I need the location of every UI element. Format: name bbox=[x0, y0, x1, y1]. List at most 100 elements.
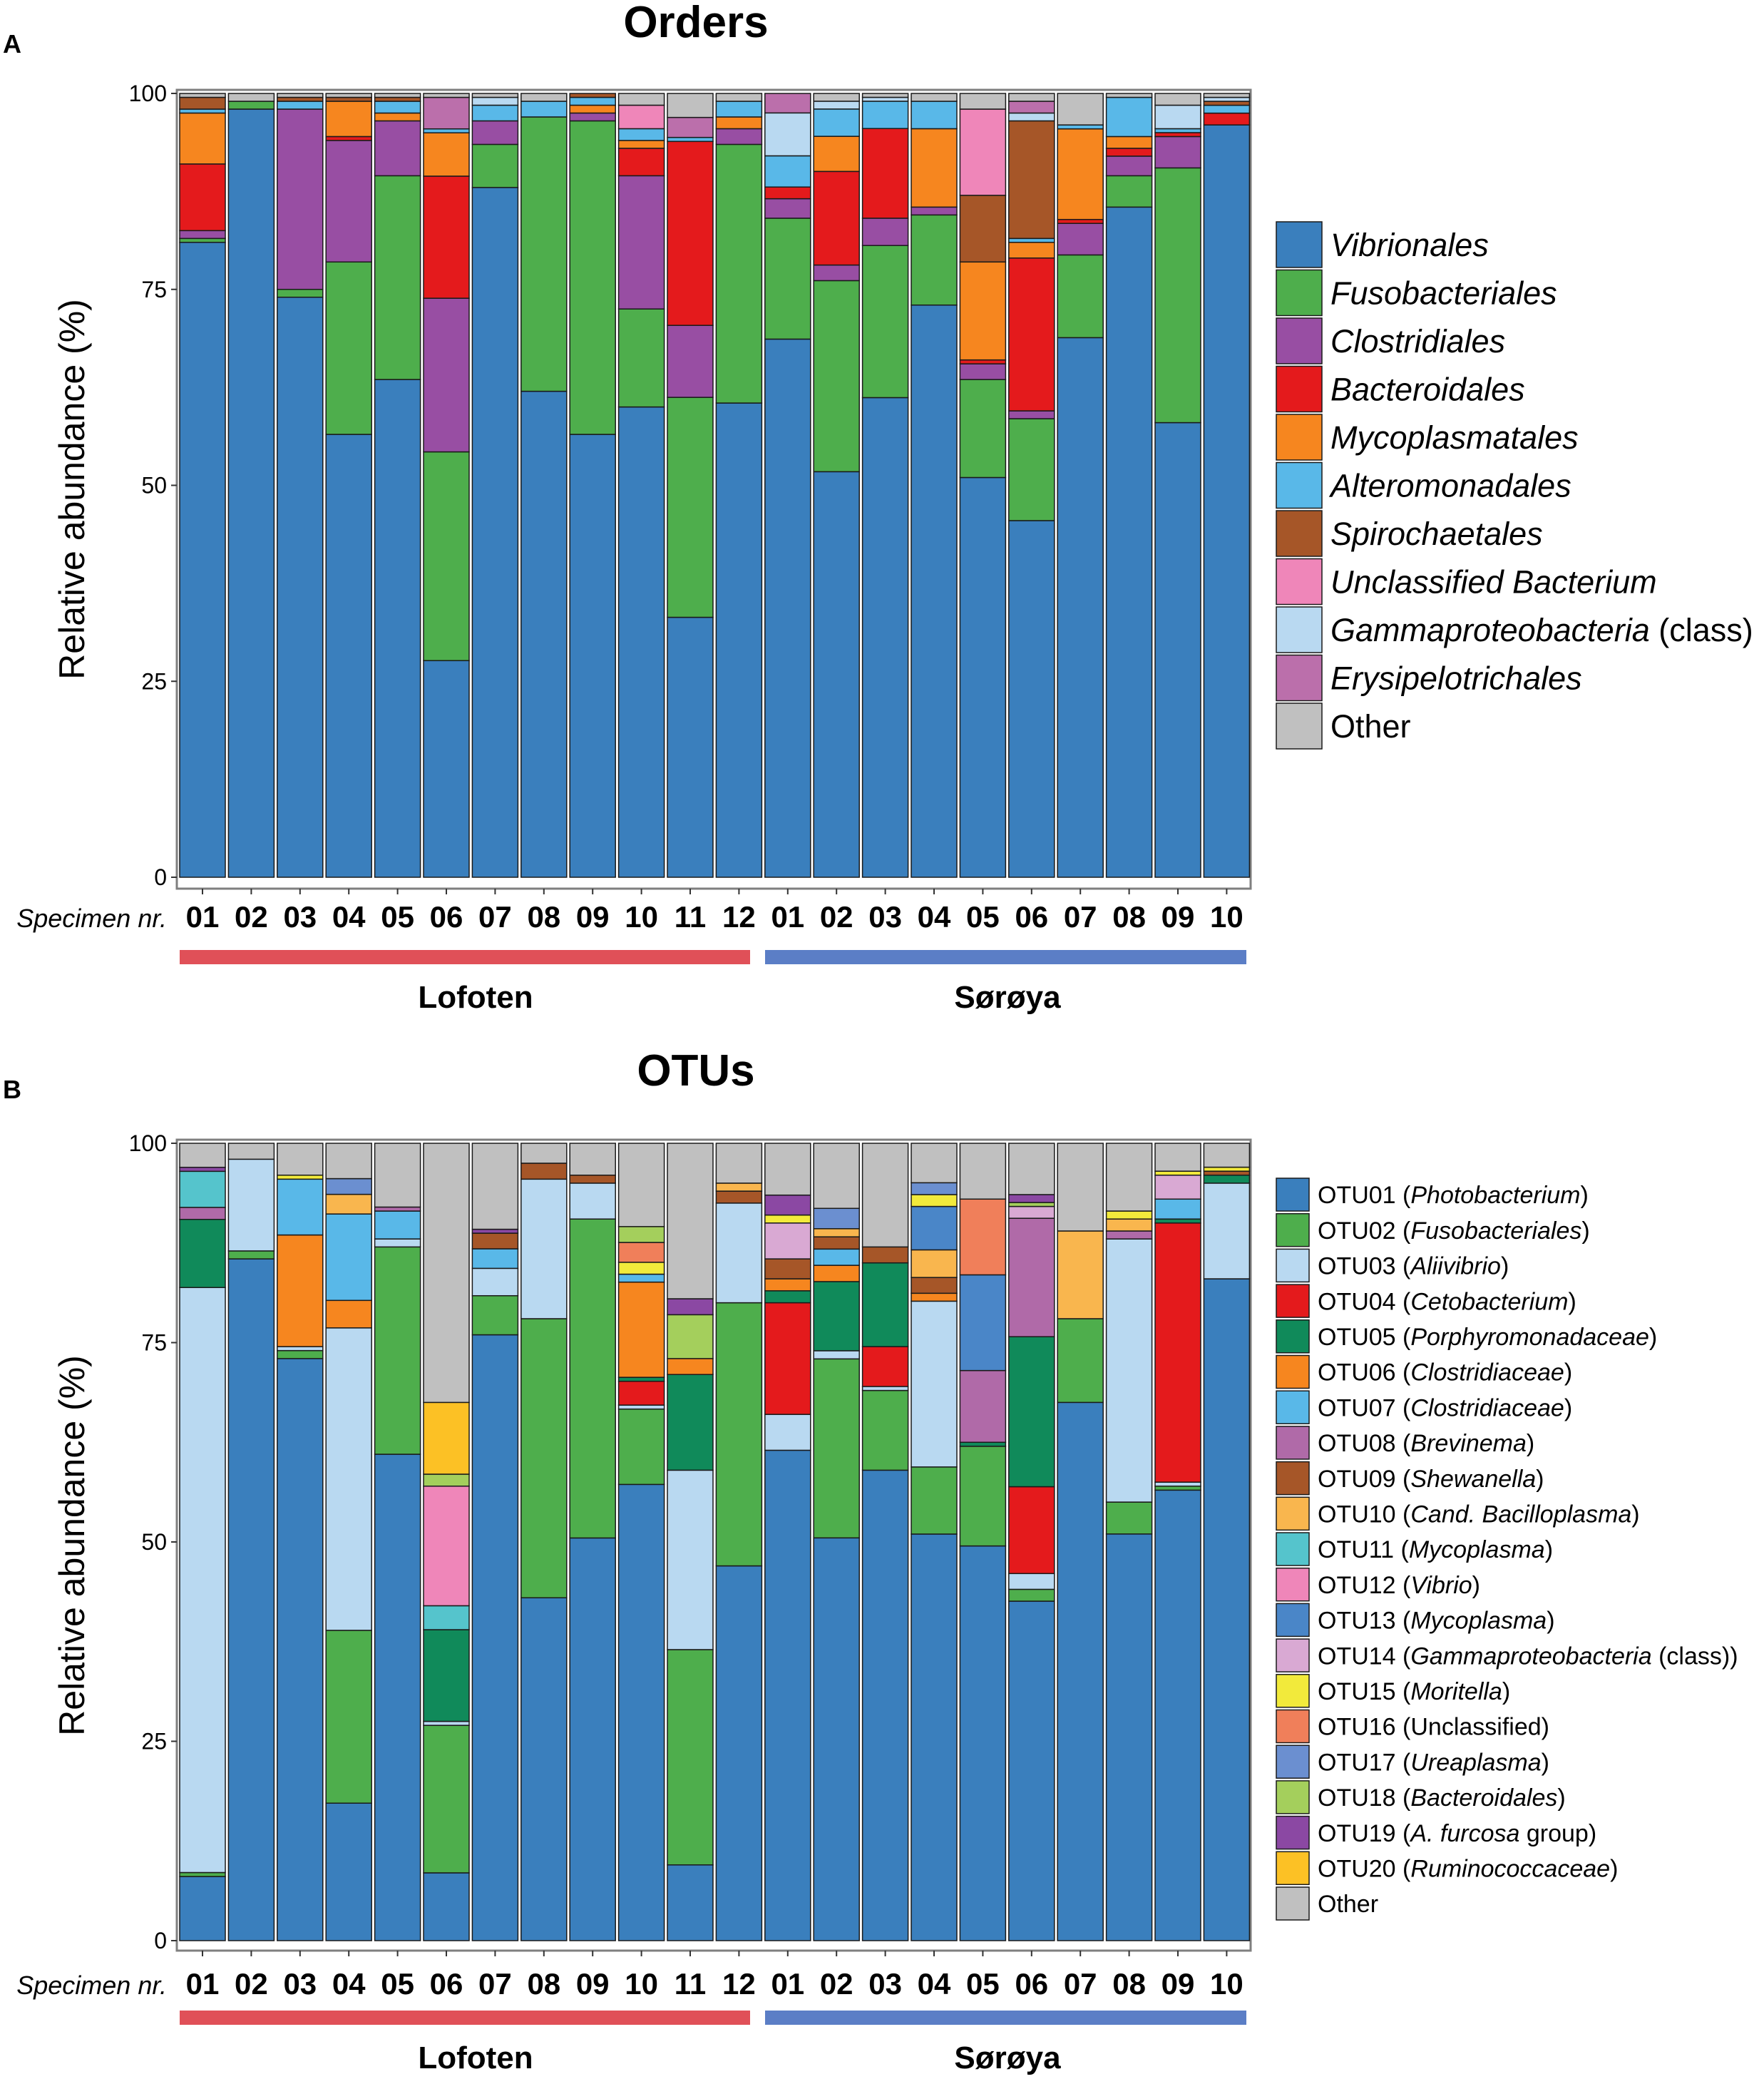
otus-x-tick-label: 08 bbox=[1112, 1967, 1146, 2001]
otus-legend-swatch bbox=[1276, 1354, 1310, 1389]
otus-bar-segment bbox=[764, 1414, 811, 1451]
orders-bar-segment bbox=[959, 108, 1007, 196]
orders-bar-segment bbox=[374, 175, 421, 380]
otus-x-tick-label: 01 bbox=[186, 1967, 220, 2001]
otus-bar-segment bbox=[1008, 1486, 1055, 1575]
otus-x-tick-label: 03 bbox=[868, 1967, 902, 2001]
orders-bar-segment bbox=[667, 616, 714, 878]
orders-bar-segment bbox=[1057, 93, 1104, 126]
otus-bar-segment bbox=[423, 1401, 470, 1475]
orders-bar-segment bbox=[277, 101, 324, 110]
otus-y-tick-label: 25 bbox=[141, 1729, 167, 1754]
otus-bar-segment bbox=[471, 1248, 519, 1270]
otus-bar-segment bbox=[1008, 1202, 1055, 1207]
otus-bar-segment bbox=[227, 1250, 275, 1260]
otus-bar-segment bbox=[521, 1318, 568, 1599]
otus-legend-label: OTU14 (Gammaproteobacteria (class)) bbox=[1318, 1643, 1738, 1670]
orders-bar-segment bbox=[813, 93, 860, 102]
otus-bar-segment bbox=[959, 1441, 1007, 1447]
otus-bar-segment bbox=[861, 1246, 909, 1264]
orders-bar-segment bbox=[1057, 223, 1104, 256]
otus-bar-segment bbox=[277, 1358, 324, 1941]
otus-bar-segment bbox=[179, 1876, 226, 1941]
otus-legend-swatch bbox=[1276, 1532, 1310, 1566]
otus-bar-segment bbox=[374, 1143, 421, 1208]
orders-bar-segment bbox=[227, 101, 275, 110]
orders-specimen-label: Specimen nr. bbox=[16, 904, 167, 933]
otus-legend-swatch bbox=[1276, 1212, 1310, 1247]
otus-bar-segment bbox=[1105, 1210, 1153, 1220]
orders-bar-segment bbox=[423, 175, 470, 299]
orders-bar-segment bbox=[471, 120, 519, 145]
otus-bar-segment bbox=[227, 1158, 275, 1252]
orders-bar-segment bbox=[715, 101, 763, 118]
orders-bar-segment bbox=[569, 120, 616, 435]
orders-bar-segment bbox=[471, 96, 519, 106]
orders-bar-segment bbox=[715, 143, 763, 404]
orders-bar-segment bbox=[423, 660, 470, 878]
otus-bar-segment bbox=[617, 1226, 665, 1243]
otus-bar-segment bbox=[764, 1290, 811, 1304]
orders-bar-segment bbox=[1105, 148, 1153, 157]
otus-x-tick-label: 02 bbox=[820, 1967, 853, 2001]
orders-y-tick-label: 0 bbox=[154, 864, 167, 890]
otus-legend-label: OTU18 (Bacteroidales) bbox=[1318, 1784, 1566, 1812]
otus-bar-segment bbox=[521, 1143, 568, 1164]
otus-bar-segment bbox=[1154, 1485, 1201, 1491]
otus-bar-segment bbox=[715, 1143, 763, 1184]
otus-bar-segment bbox=[764, 1302, 811, 1415]
orders-bar-segment bbox=[277, 296, 324, 878]
otus-bar-segment bbox=[521, 1597, 568, 1941]
orders-bar-segment bbox=[277, 289, 324, 298]
orders-legend-swatch bbox=[1276, 510, 1323, 557]
otus-bar-segment bbox=[764, 1194, 811, 1216]
otus-bar-segment bbox=[959, 1198, 1007, 1276]
orders-bar-segment bbox=[959, 261, 1007, 361]
otus-bar-segment bbox=[715, 1565, 763, 1941]
otus-bar-segment bbox=[911, 1249, 958, 1278]
otus-legend-swatch bbox=[1276, 1603, 1310, 1638]
otus-legend-swatch bbox=[1276, 1319, 1310, 1354]
orders-bar-segment bbox=[617, 308, 665, 408]
otus-bar-segment bbox=[179, 1166, 226, 1173]
orders-bar-segment bbox=[1154, 167, 1201, 424]
orders-bar-segment bbox=[374, 96, 421, 102]
otus-bar-segment bbox=[617, 1483, 665, 1941]
otus-bar-segment bbox=[325, 1802, 372, 1941]
otus-bar-segment bbox=[569, 1143, 616, 1176]
orders-x-tick-label: 02 bbox=[235, 900, 268, 934]
orders-soroya-label: Sørøya bbox=[954, 980, 1061, 1015]
orders-bar-segment bbox=[227, 108, 275, 878]
otus-bar-segment bbox=[1154, 1489, 1201, 1941]
orders-legend-label: Erysipelotrichales bbox=[1330, 660, 1582, 697]
orders-bar-segment bbox=[667, 93, 714, 118]
otus-bar-segment bbox=[667, 1374, 714, 1471]
orders-legend-swatch bbox=[1276, 703, 1323, 750]
orders-bar-segment bbox=[667, 141, 714, 326]
orders-bar-segment bbox=[1057, 124, 1104, 130]
orders-bar-segment bbox=[374, 379, 421, 878]
otus-legend-label: OTU07 (Clostridiaceae) bbox=[1318, 1394, 1572, 1421]
orders-bar-segment bbox=[667, 136, 714, 143]
otus-bar-segment bbox=[861, 1469, 909, 1941]
otus-bar-segment bbox=[1105, 1230, 1153, 1240]
orders-y-tick-label: 50 bbox=[141, 473, 167, 499]
otus-bar-segment bbox=[569, 1182, 616, 1220]
otus-legend-swatch bbox=[1276, 1390, 1310, 1424]
otus-legend-swatch bbox=[1276, 1709, 1310, 1744]
otus-bar-segment bbox=[667, 1649, 714, 1866]
otus-bar-segment bbox=[569, 1218, 616, 1539]
otus-legend-swatch bbox=[1276, 1496, 1310, 1531]
otus-bar-segment bbox=[764, 1278, 811, 1292]
otus-legend-swatch bbox=[1276, 1638, 1310, 1672]
orders-legend-label: Gammaproteobacteria (class) bbox=[1330, 612, 1753, 648]
orders-bar-segment bbox=[1008, 120, 1055, 240]
otus-bar-segment bbox=[667, 1314, 714, 1359]
otus-bar-segment bbox=[667, 1358, 714, 1375]
otus-bar-segment bbox=[325, 1630, 372, 1804]
otus-x-tick-label: 06 bbox=[430, 1967, 463, 2001]
orders-bar-segment bbox=[667, 116, 714, 138]
orders-bar-segment bbox=[911, 93, 958, 102]
orders-chart: 0 25 50 75 100 01 02 03 04 05 06 07 08 09 10 11 12 01 02 03… bbox=[129, 81, 1251, 934]
orders-bar-segment bbox=[911, 206, 958, 216]
